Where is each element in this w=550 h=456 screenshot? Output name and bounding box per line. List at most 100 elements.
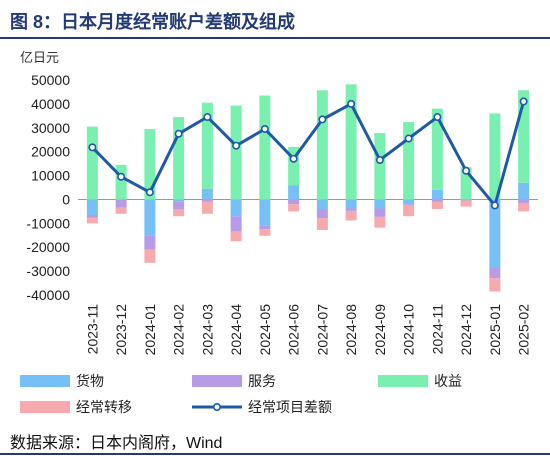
bar-goods [288, 185, 300, 200]
y-tick-label: 0 [62, 191, 70, 207]
point-balance [174, 129, 183, 138]
point-balance [232, 141, 241, 150]
y-tick-label: 40000 [31, 96, 70, 112]
point-balance [203, 113, 212, 122]
bar-income [230, 105, 242, 200]
bar-income [259, 95, 271, 200]
x-tick-label: 2025-02 [516, 304, 532, 356]
bar-goods [259, 199, 271, 226]
bar-income [489, 113, 501, 200]
x-tick-label: 2024-12 [458, 304, 474, 356]
bar-transfers [259, 229, 271, 236]
bar-services [374, 208, 386, 217]
bar-transfers [173, 209, 185, 217]
bar-transfers [230, 231, 242, 242]
legend-swatch-services [192, 375, 242, 387]
chart-bars [86, 84, 530, 292]
bar-goods [431, 189, 443, 200]
bar-income [201, 102, 213, 189]
bar-goods [518, 182, 530, 200]
bar-services [115, 199, 127, 208]
bar-income [460, 167, 472, 200]
bar-income [86, 126, 98, 200]
bar-goods [144, 199, 156, 236]
bottom-rule [0, 453, 550, 455]
point-balance [145, 188, 154, 197]
bar-services [316, 209, 328, 219]
x-tick-label: 2024-11 [429, 304, 445, 355]
x-tick-labels: 2023-11 2023-12 2024-01 2024-02 2024-03 2024-… [84, 304, 531, 356]
legend-swatch-income [378, 375, 428, 387]
bar-income [403, 122, 415, 200]
legend-swatch-goods [20, 375, 70, 387]
chart-axes: 亿日元 50000 40000 30000 20000 10000 0 -10000 -2000… [20, 50, 538, 303]
bar-goods [345, 199, 357, 209]
y-unit-label: 亿日元 [20, 50, 59, 65]
point-balance [519, 97, 528, 106]
bar-services [201, 199, 213, 202]
point-balance [490, 201, 499, 210]
bar-income [345, 84, 357, 200]
bar-goods [173, 199, 185, 202]
x-tick-label: 2024-10 [401, 304, 417, 356]
bar-goods [374, 199, 386, 209]
point-balance [117, 172, 126, 181]
bar-income [173, 117, 185, 200]
title-bar: 图 8：日本月度经常账户差额及组成 [0, 0, 550, 39]
bar-transfers [288, 204, 300, 212]
legend-label-income: 收益 [434, 373, 462, 389]
y-tick-label: -30000 [26, 263, 70, 279]
point-balance [260, 124, 269, 133]
point-balance [88, 143, 97, 152]
y-tick-label: -10000 [26, 215, 70, 231]
point-balance [347, 99, 356, 108]
point-balance [375, 156, 384, 165]
y-tick-label: 20000 [31, 144, 70, 160]
bar-income [518, 90, 530, 183]
y-tick-label: -40000 [26, 287, 70, 303]
bar-transfers [431, 201, 443, 209]
point-balance [433, 113, 442, 122]
bar-services [518, 199, 530, 204]
bar-transfers [86, 217, 98, 224]
bar-services [259, 225, 271, 230]
x-tick-label: 2024-01 [142, 304, 158, 356]
bar-goods [201, 188, 213, 200]
bar-goods [316, 199, 328, 209]
bar-goods [86, 199, 98, 215]
x-tick-label: 2023-12 [113, 304, 129, 356]
x-tick-label: 2024-04 [228, 304, 244, 356]
point-balance [404, 134, 413, 143]
bar-transfers [403, 205, 415, 217]
point-balance [289, 154, 298, 163]
chart-line [88, 97, 528, 210]
chart-svg: 亿日元 50000 40000 30000 20000 10000 0 -10000 -2000… [20, 50, 538, 415]
legend-label-transfers: 经常转移 [76, 399, 132, 415]
bar-income [316, 90, 328, 200]
y-tick-label: 30000 [31, 120, 70, 136]
legend-swatch-transfers [20, 401, 70, 413]
x-tick-label: 2024-08 [343, 304, 359, 356]
bar-services [489, 267, 501, 279]
bar-transfers [345, 210, 357, 221]
bar-goods [230, 199, 242, 217]
bar-income [288, 146, 300, 186]
bar-services [431, 199, 443, 202]
x-tick-label: 2024-02 [171, 304, 187, 356]
bar-goods [403, 199, 415, 205]
bar-services [144, 235, 156, 250]
x-tick-label: 2024-09 [372, 304, 388, 356]
y-tick-label: 10000 [31, 168, 70, 184]
bar-income [115, 164, 127, 200]
bar-transfers [115, 207, 127, 214]
bar-services [345, 208, 357, 211]
title-rule [0, 37, 550, 39]
legend-marker-balance [213, 402, 222, 411]
bar-transfers [518, 203, 530, 212]
chart-title: 图 8：日本月度经常账户差额及组成 [10, 12, 296, 32]
bar-services [460, 199, 472, 201]
bar-transfers [316, 218, 328, 231]
bar-services [86, 214, 98, 218]
